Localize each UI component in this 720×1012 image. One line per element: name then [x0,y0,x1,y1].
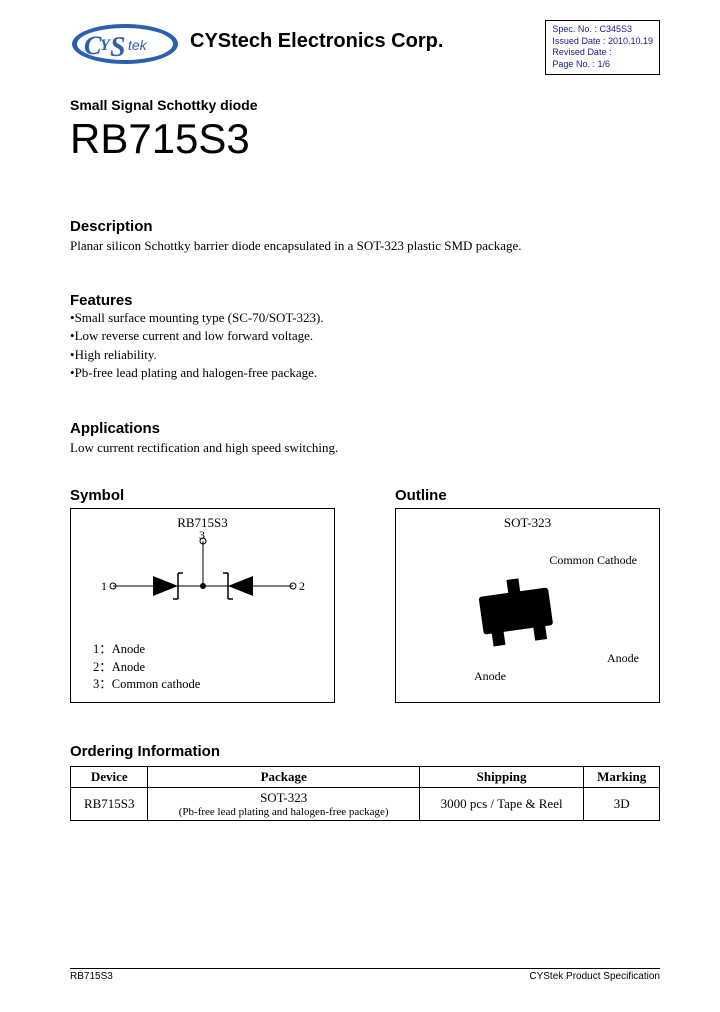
td-marking: 3D [584,787,660,820]
pin-label: 1：Anode [93,641,200,659]
header: C Y S tek CYStech Electronics Corp. Spec… [70,20,660,75]
spec-box: Spec. No. : C345S3 Issued Date : 2010.10… [545,20,660,75]
symbol-part: RB715S3 [71,515,334,531]
svg-text:tek: tek [128,37,148,53]
td-package: SOT-323 (Pb-free lead plating and haloge… [148,787,419,820]
th-shipping: Shipping [419,766,583,787]
th-package: Package [148,766,419,787]
td-shipping: 3000 pcs / Tape & Reel [419,787,583,820]
th-device: Device [71,766,148,787]
package-icon [451,567,581,657]
pin-label: 3：Common cathode [93,676,200,694]
feature-item: High reliability. [70,346,660,364]
svg-text:3: 3 [199,531,205,542]
symbol-title: Symbol [70,487,335,504]
feature-item: Pb-free lead plating and halogen-free pa… [70,364,660,382]
outline-pkg: SOT-323 [396,515,659,531]
th-marking: Marking [584,766,660,787]
ordering-title: Ordering Information [70,743,660,760]
features-title: Features [70,292,660,309]
outline-title: Outline [395,487,660,504]
td-device: RB715S3 [71,787,148,820]
pin-label: 2：Anode [93,659,200,677]
svg-text:1: 1 [101,579,107,593]
svg-text:2: 2 [299,579,305,593]
spec-line: Page No. : 1/6 [552,59,653,71]
part-number: RB715S3 [70,115,660,163]
anode-label: Anode [607,651,639,666]
features-list: Small surface mounting type (SC-70/SOT-3… [70,309,660,382]
symbol-diagram: RB715S3 1 2 [70,508,335,703]
spec-line: Revised Date : [552,47,653,59]
anode-label: Anode [474,669,506,684]
company-logo: C Y S tek [70,20,180,68]
applications-text: Low current rectification and high speed… [70,439,660,457]
description-text: Planar silicon Schottky barrier diode en… [70,237,660,255]
subtitle: Small Signal Schottky diode [70,97,660,113]
feature-item: Low reverse current and low forward volt… [70,327,660,345]
outline-diagram: SOT-323 Common Cathode Anode Anode [395,508,660,703]
footer-right: CYStek Product Specification [529,971,660,982]
spec-line: Spec. No. : C345S3 [552,24,653,36]
footer-left: RB715S3 [70,971,113,982]
spec-line: Issued Date : 2010.10.19 [552,36,653,48]
ordering-table: Device Package Shipping Marking RB715S3 … [70,766,660,821]
schematic-icon: 1 2 3 [83,531,323,626]
applications-title: Applications [70,420,660,437]
cc-label: Common Cathode [549,553,637,568]
description-title: Description [70,218,660,235]
footer: RB715S3 CYStek Product Specification [70,968,660,982]
feature-item: Small surface mounting type (SC-70/SOT-3… [70,309,660,327]
svg-text:S: S [110,32,126,63]
company-name: CYStech Electronics Corp. [190,30,535,53]
